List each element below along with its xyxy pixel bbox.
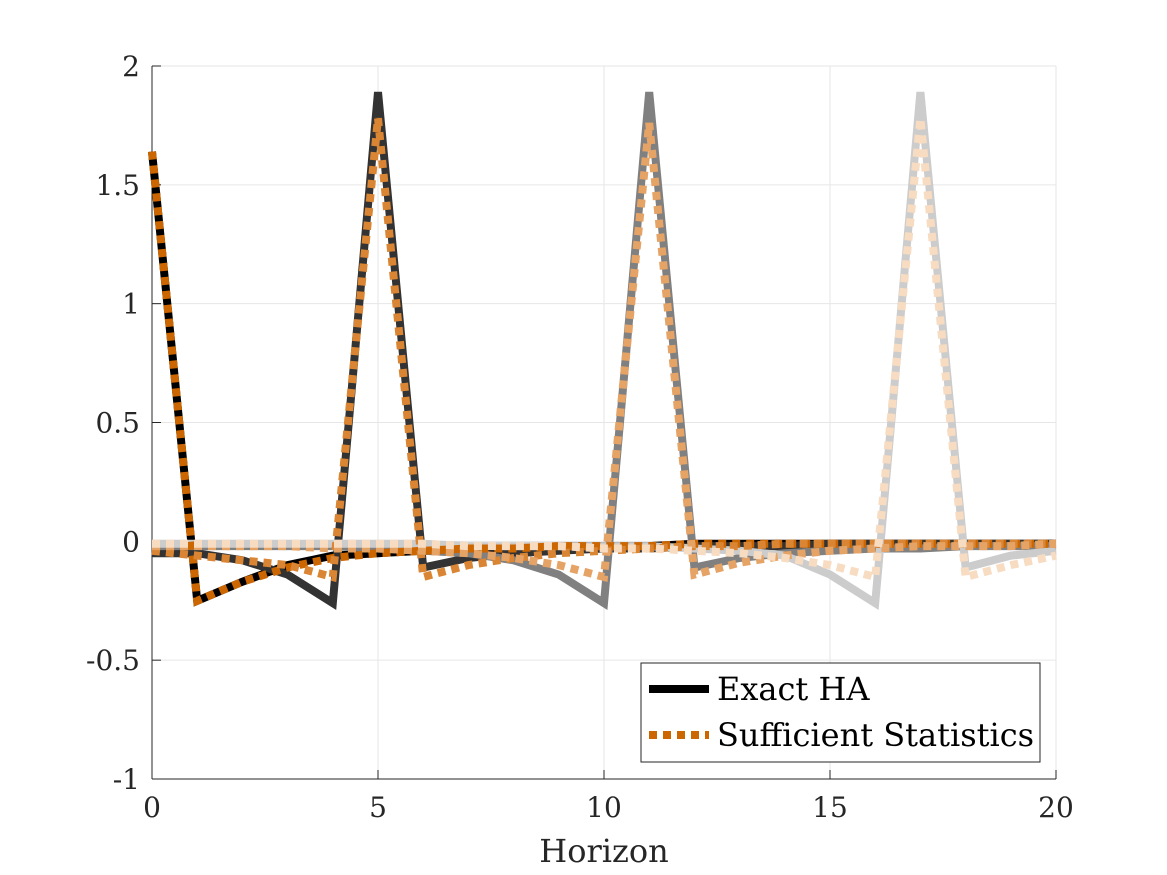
x-tick-label: 10 (586, 791, 622, 824)
y-tick-label: -1 (113, 763, 140, 796)
y-tick-label: 0 (122, 525, 140, 558)
sufficient-statistics-line-4 (152, 117, 1057, 583)
x-tick-label: 20 (1038, 791, 1074, 824)
x-tick-label: 0 (143, 791, 161, 824)
legend: Exact HA Sufficient Statistics (640, 662, 1041, 763)
tick-labels: 0 5 10 15 20 -1 -0.5 0 0.5 1 1.5 2 (86, 50, 1074, 824)
y-tick-label: 0.5 (95, 407, 140, 440)
legend-label-exact-ha: Exact HA (717, 670, 870, 708)
y-tick-label: 2 (122, 50, 140, 83)
y-tick-label: 1.5 (95, 169, 140, 202)
x-tick-label: 5 (369, 791, 387, 824)
y-tick-label: 1 (122, 288, 140, 321)
legend-label-sufficient-statistics: Sufficient Statistics (717, 716, 1034, 754)
legend-box (640, 662, 1041, 763)
y-tick-label: -0.5 (86, 644, 140, 677)
x-tick-label: 15 (812, 791, 848, 824)
x-axis-label: Horizon (539, 832, 668, 870)
sufficient-statistics-line-3 (152, 122, 1057, 583)
series-layer (148, 91, 1057, 610)
